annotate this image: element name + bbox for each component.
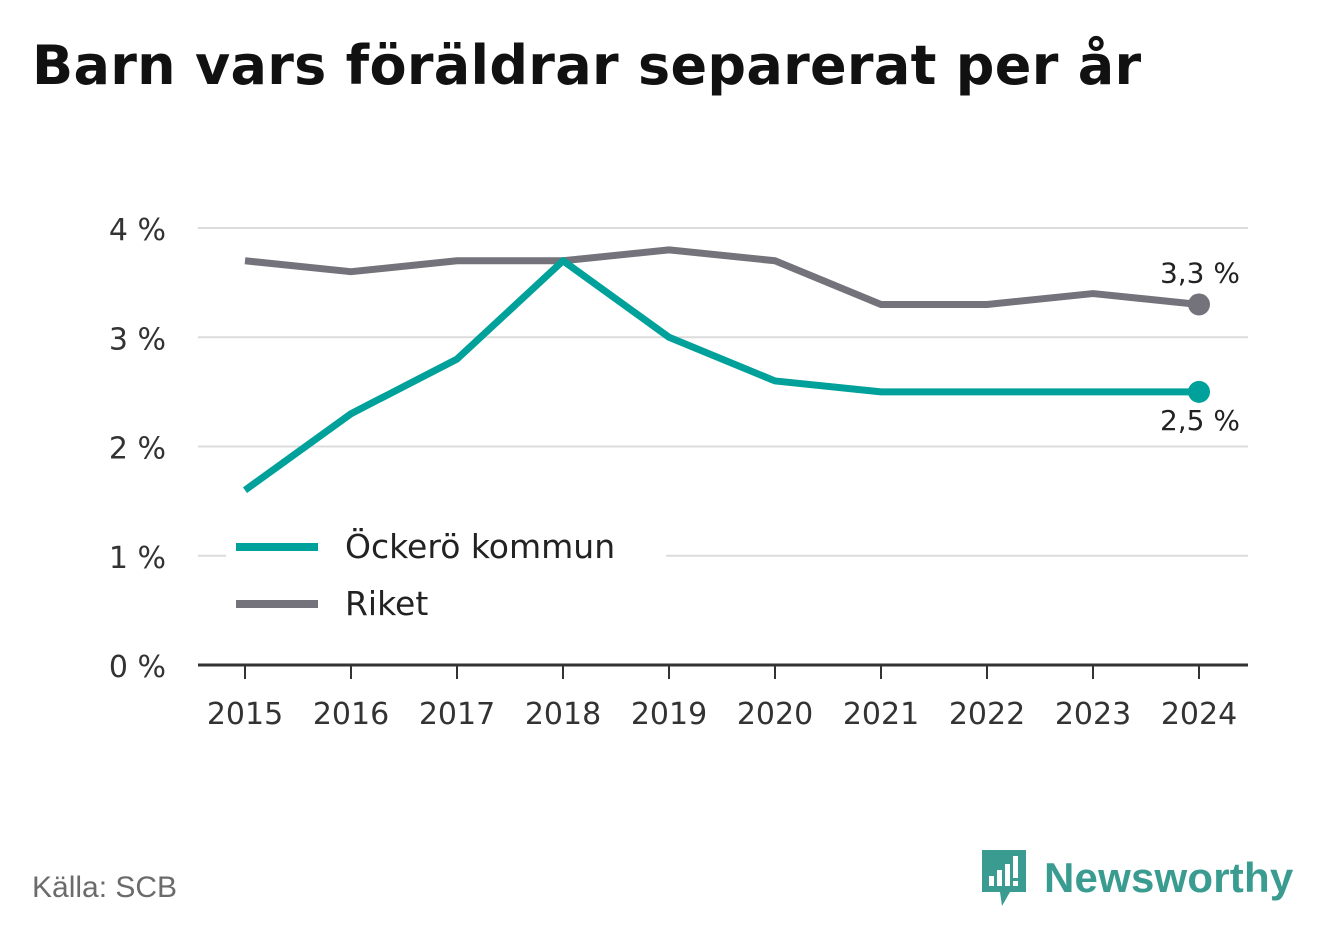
x-tick-label: 2019 — [631, 697, 707, 732]
end-value-label: 2,5 % — [1160, 404, 1240, 437]
x-tick-label: 2022 — [949, 697, 1025, 732]
brand-name: Newsworthy — [1044, 854, 1294, 901]
legend-bg — [226, 574, 666, 624]
x-tick-label: 2015 — [207, 697, 283, 732]
brand-logo: Newsworthy — [980, 848, 1293, 908]
series-line-riket — [244, 246, 1200, 308]
newsworthy-bars-icon — [982, 850, 1026, 906]
x-tick-label: 2017 — [419, 697, 495, 732]
legend-label: Riket — [345, 584, 428, 623]
end-labels: 2,5 % 3,3 % — [1160, 256, 1240, 436]
y-tick-label: 2 % — [109, 432, 166, 467]
y-tick-label: 3 % — [109, 322, 166, 357]
end-point-öckerö-kommun — [1188, 380, 1210, 403]
x-tick-label: 2021 — [843, 697, 919, 732]
y-tick-label: 0 % — [109, 650, 166, 685]
y-tick-label: 1 % — [109, 541, 166, 576]
x-tick-label: 2016 — [313, 697, 389, 732]
legend: Öckerö kommun Riket — [226, 517, 666, 624]
y-axis-ticks: 0 % 1 % 2 % 3 % 4 % — [109, 213, 166, 685]
source-note: Källa: SCB — [32, 871, 178, 904]
x-tick-label: 2020 — [737, 697, 813, 732]
chart-title: Barn vars föräldrar separerat per år — [32, 34, 1142, 97]
x-tick-label: 2018 — [525, 697, 601, 732]
y-tick-label: 4 % — [109, 213, 166, 248]
x-axis: 2015 2016 2017 2018 2019 2020 2021 2022 2023 2024 — [198, 663, 1248, 732]
legend-label: Öckerö kommun — [345, 526, 615, 566]
legend-bg — [226, 517, 666, 567]
series-lines — [242, 246, 1210, 494]
series-line-öckerö-kommun — [242, 257, 1199, 494]
end-point-riket — [1188, 293, 1210, 316]
end-value-label: 3,3 % — [1160, 256, 1240, 289]
x-tick-label: 2023 — [1055, 697, 1131, 732]
x-tick-label: 2024 — [1161, 697, 1237, 732]
